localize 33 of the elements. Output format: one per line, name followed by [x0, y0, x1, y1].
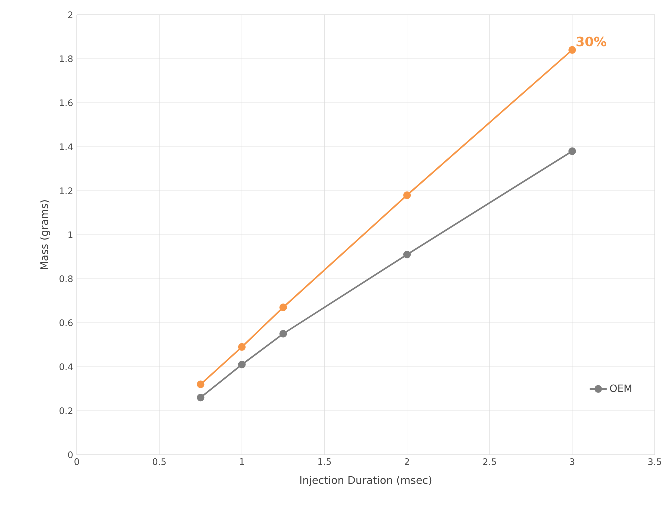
- point: [197, 380, 205, 388]
- x-tick-label: 2: [405, 458, 410, 466]
- point: [197, 394, 205, 402]
- point: [568, 148, 576, 156]
- point: [280, 304, 288, 312]
- point: [238, 361, 246, 369]
- y-tick-label: 0.6: [60, 320, 73, 326]
- x-tick-label: 3: [570, 458, 575, 466]
- y-tick-label: 0: [68, 452, 73, 458]
- y-tick-label: 0.2: [60, 408, 73, 414]
- point: [280, 330, 288, 338]
- point: [568, 46, 576, 54]
- annotation: 30%: [576, 36, 607, 47]
- y-tick-label: 2: [68, 12, 73, 18]
- legend-label: OEM: [610, 384, 632, 392]
- point: [238, 343, 246, 351]
- x-tick-label: 1: [240, 458, 244, 466]
- x-tick-label: 0: [74, 458, 80, 466]
- y-tick-label: 0.4: [60, 364, 73, 370]
- x-tick-label: 1.5: [318, 458, 332, 466]
- y-tick-label: 1.2: [60, 188, 73, 194]
- point: [404, 251, 412, 259]
- y-tick-label: 1.4: [60, 144, 73, 150]
- x-tick-label: 3.5: [648, 458, 662, 466]
- y-tick-label: 1: [68, 232, 73, 238]
- x-tick-label: 0.5: [153, 458, 166, 466]
- y-tick-label: 1.8: [60, 56, 73, 62]
- y-tick-label: 0.8: [60, 276, 73, 282]
- x-tick-label: 2.5: [483, 458, 496, 466]
- point: [404, 192, 412, 200]
- y-tick-label: 1.6: [60, 100, 73, 106]
- y-axis-title: Mass (grams): [40, 200, 50, 270]
- x-axis-title: Injection Duration (msec): [300, 476, 432, 486]
